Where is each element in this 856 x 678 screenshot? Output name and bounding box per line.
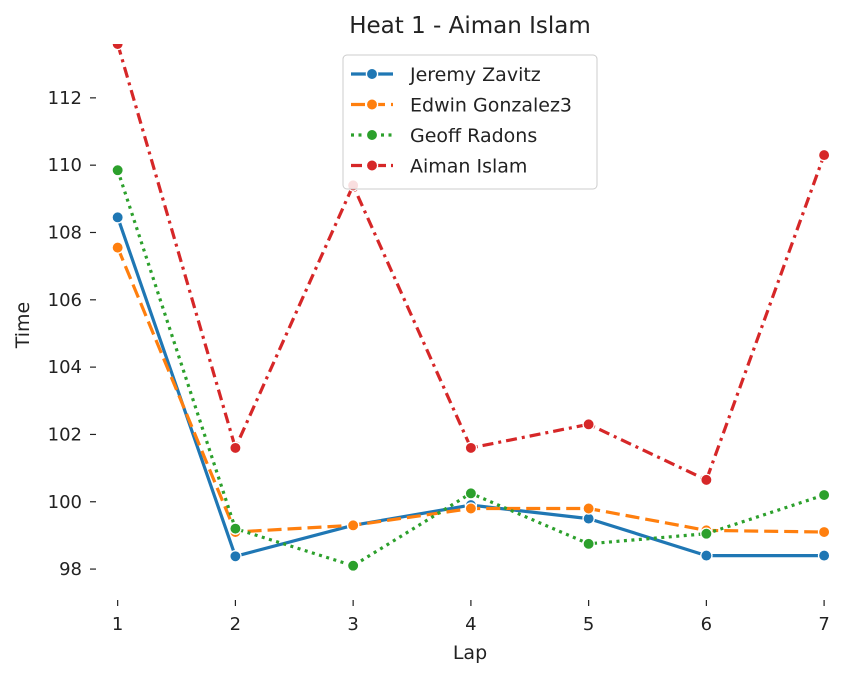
legend-marker	[365, 159, 379, 172]
legend-item: Aiman Islam	[351, 156, 527, 178]
y-tick-label: 102	[48, 424, 82, 445]
legend-marker	[365, 98, 379, 111]
x-tick-label: 5	[583, 614, 594, 635]
data-point	[464, 502, 478, 515]
y-axis-ticks: 98 100 102 104 106 108 110 112	[48, 88, 96, 580]
data-point	[111, 241, 124, 254]
y-tick-label: 108	[48, 222, 82, 243]
y-tick-label: 104	[48, 357, 82, 378]
legend-marker	[365, 67, 379, 81]
legend-label: Geoff Radons	[410, 125, 537, 147]
data-point	[111, 44, 124, 51]
data-point	[817, 525, 830, 539]
data-point	[229, 522, 242, 535]
data-point	[817, 488, 830, 502]
legend-item: Jeremy Zavitz	[351, 64, 541, 86]
legend-item: Geoff Radons	[351, 125, 537, 147]
data-point	[700, 473, 713, 487]
legend-box	[342, 54, 598, 190]
x-axis-label: Lap	[453, 642, 487, 664]
data-point	[111, 211, 124, 224]
data-point	[582, 502, 595, 515]
data-point	[111, 163, 124, 177]
x-axis-ticks: 1 2 3 4 5 6 7	[112, 600, 830, 635]
data-point	[346, 559, 360, 572]
data-point	[700, 549, 713, 562]
x-tick-label: 6	[701, 614, 712, 635]
series-layer	[111, 44, 830, 572]
y-axis-label: Time	[12, 302, 34, 350]
data-point	[700, 527, 713, 540]
data-point	[582, 537, 595, 551]
legend: Jeremy Zavitz Edwin Gonzalez3 Geoff Radons…	[342, 54, 598, 190]
data-point	[817, 549, 830, 562]
legend-item: Edwin Gonzalez3	[351, 95, 572, 117]
x-tick-label: 3	[347, 614, 358, 635]
legend-label: Jeremy Zavitz	[409, 64, 541, 86]
x-tick-label: 2	[230, 614, 241, 635]
data-point	[229, 550, 242, 563]
data-point	[817, 148, 830, 162]
x-tick-label: 1	[112, 614, 123, 635]
data-point	[464, 487, 478, 500]
data-point	[582, 418, 595, 431]
y-tick-label: 98	[59, 559, 82, 580]
x-tick-label: 4	[465, 614, 476, 635]
y-tick-label: 106	[48, 290, 82, 311]
y-tick-label: 100	[48, 492, 82, 513]
legend-marker	[365, 128, 379, 142]
legend-label: Aiman Islam	[410, 156, 527, 178]
y-tick-label: 112	[48, 88, 82, 109]
data-point	[464, 441, 478, 455]
data-point	[229, 441, 242, 455]
data-point	[346, 519, 360, 532]
y-tick-label: 110	[48, 155, 82, 176]
x-tick-label: 7	[818, 614, 829, 635]
chart-title: Heat 1 - Aiman Islam	[349, 13, 591, 39]
series-geoff-radons	[111, 163, 830, 572]
legend-label: Edwin Gonzalez3	[410, 95, 572, 117]
